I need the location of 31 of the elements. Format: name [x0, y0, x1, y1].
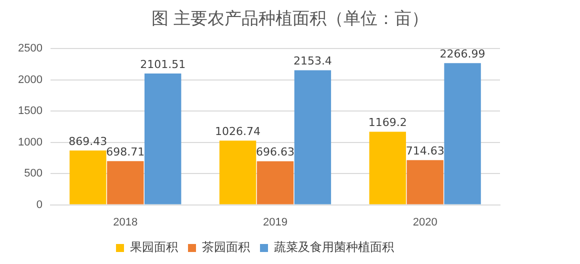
data-label: 698.71 [106, 146, 145, 159]
data-label: 714.63 [406, 144, 444, 158]
data-label: 2153.4 [293, 54, 332, 68]
y-tick-label: 0 [36, 198, 42, 211]
y-tick-label: 1000 [18, 136, 42, 148]
data-label: 2266.99 [440, 48, 486, 61]
legend-label: 蔬菜及食用菌种植面积 [274, 240, 394, 254]
data-label: 1169.2 [368, 116, 407, 130]
bar [444, 63, 481, 204]
bar [369, 132, 406, 204]
bar [294, 70, 332, 204]
data-label: 869.43 [68, 134, 108, 148]
y-tick-label: 500 [24, 168, 42, 180]
x-tick-label: 2019 [262, 216, 288, 228]
y-tick-label: 2500 [18, 42, 42, 55]
data-label: 2101.51 [140, 58, 186, 71]
data-label: 1026.74 [215, 125, 261, 138]
bar [144, 74, 182, 204]
y-tick-label: 2000 [18, 74, 42, 86]
x-tick-label: 2020 [412, 216, 438, 228]
x-tick-label: 2018 [113, 216, 138, 228]
bar [256, 161, 294, 204]
legend-label: 果园面积 [130, 240, 178, 254]
y-tick-label: 1500 [18, 105, 42, 118]
bar [406, 160, 444, 204]
legend-label: 茶园面积 [202, 240, 250, 254]
chart-title: 图 主要农产品种植面积（单位：亩） [150, 8, 430, 31]
bar [219, 140, 256, 204]
data-label: 696.63 [256, 146, 294, 159]
bar [107, 161, 144, 204]
bar [70, 150, 106, 204]
